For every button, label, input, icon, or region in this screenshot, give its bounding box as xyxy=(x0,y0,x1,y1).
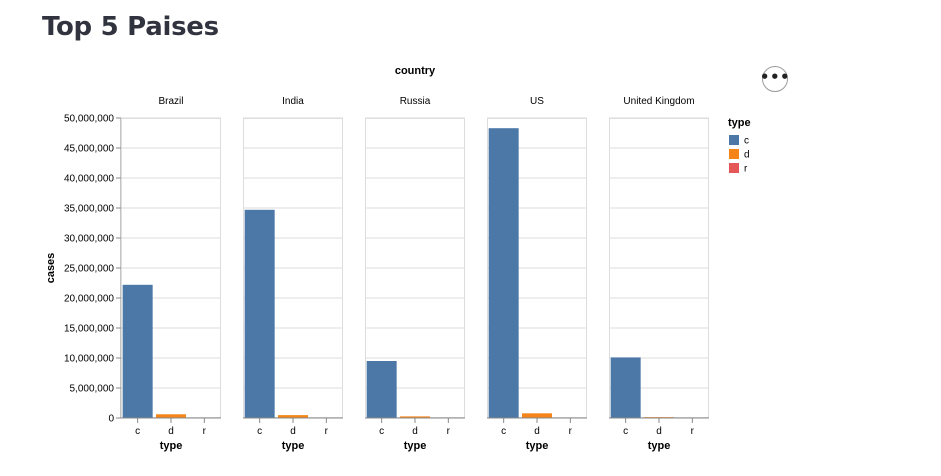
bar xyxy=(278,415,308,418)
x-tick-label: r xyxy=(447,426,451,437)
legend-swatch xyxy=(729,135,739,145)
facet-label: Russia xyxy=(400,96,431,107)
x-tick-label: r xyxy=(569,426,573,437)
x-tick-label: d xyxy=(534,426,540,437)
facet-label: Brazil xyxy=(158,96,183,107)
bar xyxy=(122,284,153,418)
bar xyxy=(366,361,397,418)
x-tick-label: c xyxy=(623,426,628,437)
x-tick-label: c xyxy=(257,426,262,437)
facet-title: country xyxy=(395,65,436,77)
y-tick-label: 50,000,000 xyxy=(64,114,114,125)
ellipsis-icon: ••• xyxy=(759,67,791,86)
x-tick-label: d xyxy=(290,426,296,437)
y-tick-label: 5,000,000 xyxy=(70,384,115,395)
y-tick-label: 40,000,000 xyxy=(64,174,114,185)
bar xyxy=(244,209,275,418)
y-tick-label: 35,000,000 xyxy=(64,204,114,215)
y-tick-label: 0 xyxy=(108,414,114,425)
legend-swatch xyxy=(729,163,739,173)
x-tick-label: d xyxy=(412,426,418,437)
bar xyxy=(488,128,519,418)
x-tick-label: d xyxy=(656,426,662,437)
x-axis-label: type xyxy=(282,440,305,452)
bar xyxy=(522,413,552,418)
x-axis-label: type xyxy=(404,440,427,452)
x-axis-label: type xyxy=(160,440,183,452)
x-tick-label: r xyxy=(325,426,329,437)
x-tick-label: c xyxy=(501,426,506,437)
x-tick-label: r xyxy=(203,426,207,437)
legend-label: r xyxy=(744,164,748,175)
bar xyxy=(610,357,641,418)
legend-label: d xyxy=(744,150,750,161)
legend-label: c xyxy=(744,136,749,147)
y-tick-label: 45,000,000 xyxy=(64,144,114,155)
y-tick-label: 10,000,000 xyxy=(64,354,114,365)
y-tick-label: 25,000,000 xyxy=(64,264,114,275)
chart-menu-button[interactable]: ••• xyxy=(759,66,791,92)
x-tick-label: c xyxy=(135,426,140,437)
facet-label: India xyxy=(282,96,304,107)
bar xyxy=(400,416,430,418)
y-tick-label: 20,000,000 xyxy=(64,294,114,305)
bar xyxy=(156,414,186,418)
x-tick-label: r xyxy=(691,426,695,437)
legend-title: type xyxy=(728,117,751,129)
x-axis-label: type xyxy=(526,440,549,452)
x-axis-label: type xyxy=(648,440,671,452)
x-tick-label: d xyxy=(168,426,174,437)
y-tick-label: 15,000,000 xyxy=(64,324,114,335)
x-tick-label: c xyxy=(379,426,384,437)
y-tick-label: 30,000,000 xyxy=(64,234,114,245)
facet-label: United Kingdom xyxy=(623,96,694,107)
y-axis-label: cases xyxy=(45,253,57,284)
page-title: Top 5 Paises xyxy=(42,12,219,42)
legend-swatch xyxy=(729,149,739,159)
facet-label: US xyxy=(530,96,544,107)
